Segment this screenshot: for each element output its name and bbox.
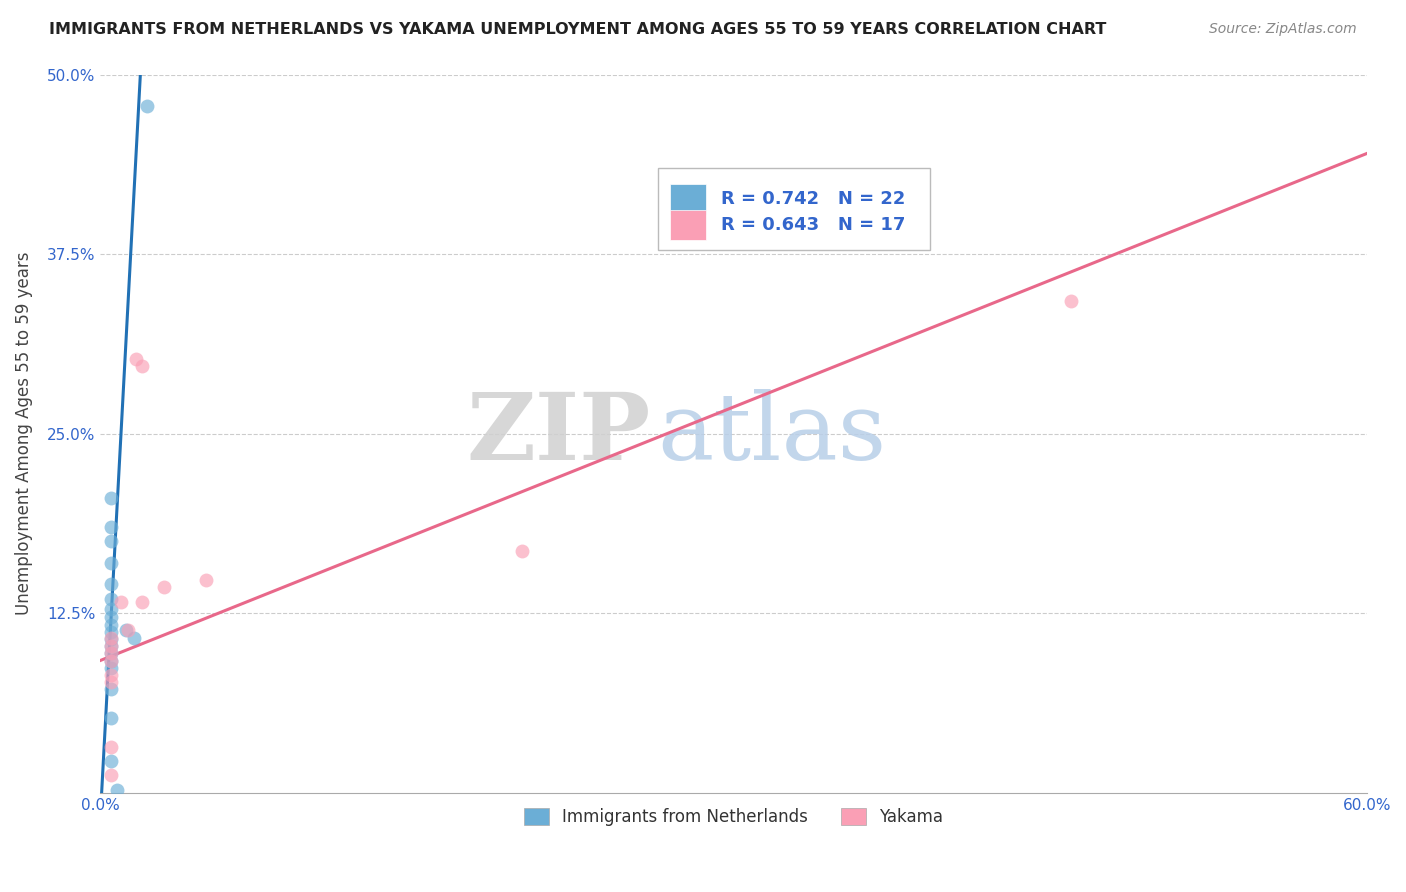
Point <box>1060 294 1083 309</box>
Point <box>135 99 157 113</box>
Point <box>100 711 122 725</box>
Point <box>100 624 122 639</box>
Legend: Immigrants from Netherlands, Yakama: Immigrants from Netherlands, Yakama <box>515 800 952 835</box>
Point <box>100 617 122 632</box>
Point <box>100 520 122 534</box>
Point <box>100 646 122 660</box>
Point <box>100 491 122 506</box>
Point <box>100 675 122 690</box>
Point <box>100 639 122 653</box>
Text: ZIP: ZIP <box>467 389 651 479</box>
Point <box>100 556 122 570</box>
Point <box>100 646 122 660</box>
Point <box>114 624 136 638</box>
Point <box>100 653 122 667</box>
Text: IMMIGRANTS FROM NETHERLANDS VS YAKAMA UNEMPLOYMENT AMONG AGES 55 TO 59 YEARS COR: IMMIGRANTS FROM NETHERLANDS VS YAKAMA UN… <box>49 22 1107 37</box>
Point <box>100 668 122 682</box>
Text: atlas: atlas <box>658 389 887 479</box>
FancyBboxPatch shape <box>671 184 706 214</box>
Point <box>100 632 122 646</box>
Text: Source: ZipAtlas.com: Source: ZipAtlas.com <box>1209 22 1357 37</box>
Point <box>100 602 122 616</box>
FancyBboxPatch shape <box>671 210 706 240</box>
Point <box>110 594 132 608</box>
Point <box>100 639 122 653</box>
Point <box>100 682 122 697</box>
Point <box>131 594 153 608</box>
Point <box>100 661 122 675</box>
Point <box>100 653 122 667</box>
Text: R = 0.643   N = 17: R = 0.643 N = 17 <box>721 216 905 234</box>
Point <box>152 580 174 594</box>
Point <box>100 577 122 591</box>
Point <box>100 739 122 754</box>
Point <box>100 610 122 624</box>
Point <box>100 768 122 782</box>
Point <box>117 624 139 638</box>
Point <box>122 631 145 645</box>
Point <box>100 631 122 645</box>
Point <box>100 591 122 606</box>
Point <box>105 782 128 797</box>
Point <box>100 534 122 549</box>
Point <box>131 359 153 373</box>
Point <box>194 573 217 587</box>
Point <box>125 351 148 366</box>
Text: R = 0.742   N = 22: R = 0.742 N = 22 <box>721 190 905 208</box>
Point <box>100 754 122 768</box>
Y-axis label: Unemployment Among Ages 55 to 59 years: Unemployment Among Ages 55 to 59 years <box>15 252 32 615</box>
FancyBboxPatch shape <box>658 168 929 251</box>
Point <box>512 544 534 558</box>
